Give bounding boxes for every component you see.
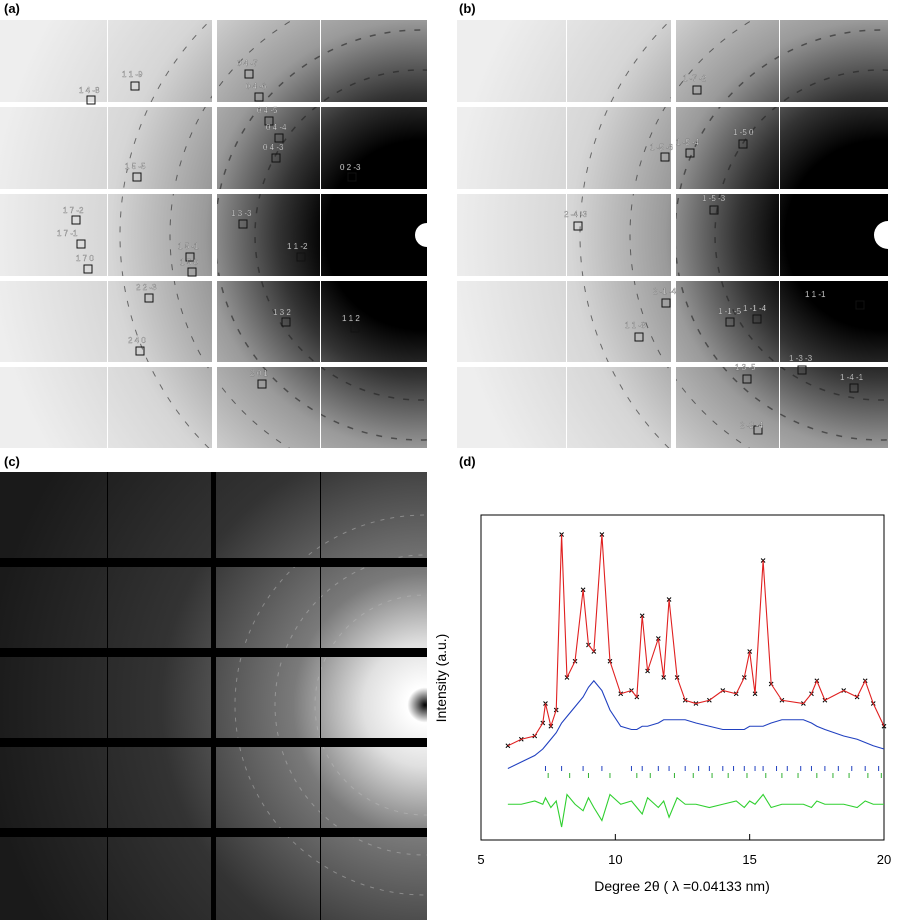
reflection-box: [692, 85, 702, 95]
reflection-box: [855, 300, 865, 310]
x-tick-label: 15: [742, 852, 756, 867]
reflection-label: 1 -7 -2: [683, 74, 707, 83]
reflection-label: 1 -3 -3: [789, 354, 813, 363]
reflection-box: [350, 323, 360, 333]
profile-line: [507, 793, 884, 828]
panel-label: (d): [459, 454, 476, 469]
panel-label: (b): [459, 1, 476, 16]
reflection-label: 1 -5 -3: [702, 194, 726, 203]
reflection-label: 0 4 -3: [263, 143, 284, 152]
profile-line: [507, 679, 885, 769]
reflection-label: 1 1 -1: [805, 290, 826, 299]
reflection-box: [660, 152, 670, 162]
reflection-label: 1 -4 -1: [840, 373, 864, 382]
reflection-label: 1 1 2: [342, 314, 360, 323]
reflection-box: [296, 252, 306, 262]
reflection-box: [738, 139, 748, 149]
reflection-label: 1 5 -1: [178, 242, 199, 251]
reflection-box: [86, 95, 96, 105]
reflection-box: [685, 148, 695, 158]
reflection-label: 1 1 -8: [625, 321, 646, 330]
reflection-label: 2 2 -3: [136, 283, 157, 292]
reflection-box: [573, 221, 583, 231]
reflection-box: [132, 172, 142, 182]
reflection-label: 1 5 0: [180, 258, 198, 267]
reflection-box: [244, 69, 254, 79]
reflection-box: [752, 314, 762, 324]
reflection-box: [742, 374, 752, 384]
reflection-label: 1 4 -8: [79, 86, 100, 95]
reflection-label: 1 7 0: [76, 254, 94, 263]
reflection-box: [264, 116, 274, 126]
reflection-label: 0 4 -5: [257, 106, 278, 115]
reflection-box: [83, 264, 93, 274]
reflection-label: 2 4 0: [128, 336, 146, 345]
reflection-box: [347, 172, 357, 182]
reflection-box: [76, 239, 86, 249]
x-axis-label: Degree 2θ ( λ =0.04133 nm): [594, 878, 770, 894]
reflection-box: [187, 267, 197, 277]
reflection-box: [634, 332, 644, 342]
reflection-label: 1 7 -1: [57, 229, 78, 238]
panel-label: (c): [4, 454, 20, 469]
reflection-box: [257, 379, 267, 389]
panel-b-image: [457, 20, 888, 448]
reflection-label: 1 7 -2: [63, 206, 84, 215]
reflection-box: [797, 365, 807, 375]
panel-label: (a): [4, 1, 20, 16]
reflection-label: 1 -1 -4: [743, 304, 767, 313]
reflection-label: 0 2 -3: [340, 163, 361, 172]
reflection-label: 1 3 -3: [231, 209, 252, 218]
x-tick-label: 20: [877, 852, 891, 867]
reflection-label: 1 1 -2: [287, 242, 308, 251]
reflection-label: 1 3 -5: [735, 363, 756, 372]
reflection-box: [753, 425, 763, 435]
reflection-label: 2 -1 -4: [653, 287, 677, 296]
reflection-label: 0 4 -4: [266, 123, 287, 132]
reflection-box: [135, 346, 145, 356]
reflection-label: 0 4 -7: [237, 59, 258, 68]
reflection-box: [71, 215, 81, 225]
reflection-box: [709, 205, 719, 215]
profile-line: [507, 534, 885, 747]
reflection-label: 1 -5 -4: [676, 138, 700, 147]
panel-a-image: [0, 20, 427, 448]
reflection-label: 2 0 1: [250, 369, 268, 378]
reflection-box: [271, 153, 281, 163]
reflection-box: [274, 133, 284, 143]
reflection-label: 1 1 -9: [122, 70, 143, 79]
reflection-box: [849, 383, 859, 393]
x-tick-label: 10: [608, 852, 622, 867]
reflection-label: 1 5 -5: [125, 162, 146, 171]
reflection-label: 2 -4 -3: [564, 210, 588, 219]
x-tick-label: 5: [477, 852, 484, 867]
reflection-box: [725, 317, 735, 327]
y-axis-label: Intensity (a.u.): [433, 634, 449, 723]
reflection-box: [281, 317, 291, 327]
reflection-label: 1 3 2: [273, 308, 291, 317]
reflection-label: 0 4 -6: [246, 82, 267, 91]
panel-c-image: [0, 472, 427, 920]
reflection-box: [254, 92, 264, 102]
reflection-box: [238, 219, 248, 229]
reflection-label: 1 -1 -5: [718, 307, 742, 316]
reflection-box: [661, 298, 671, 308]
reflection-label: 1 -5 0: [733, 128, 754, 137]
reflection-label: 2 -2 -4: [740, 421, 764, 430]
plot-frame: [480, 514, 885, 841]
reflection-label: 1 -5 -6: [650, 143, 674, 152]
reflection-box: [130, 81, 140, 91]
reflection-box: [144, 293, 154, 303]
reflection-box: [185, 252, 195, 262]
